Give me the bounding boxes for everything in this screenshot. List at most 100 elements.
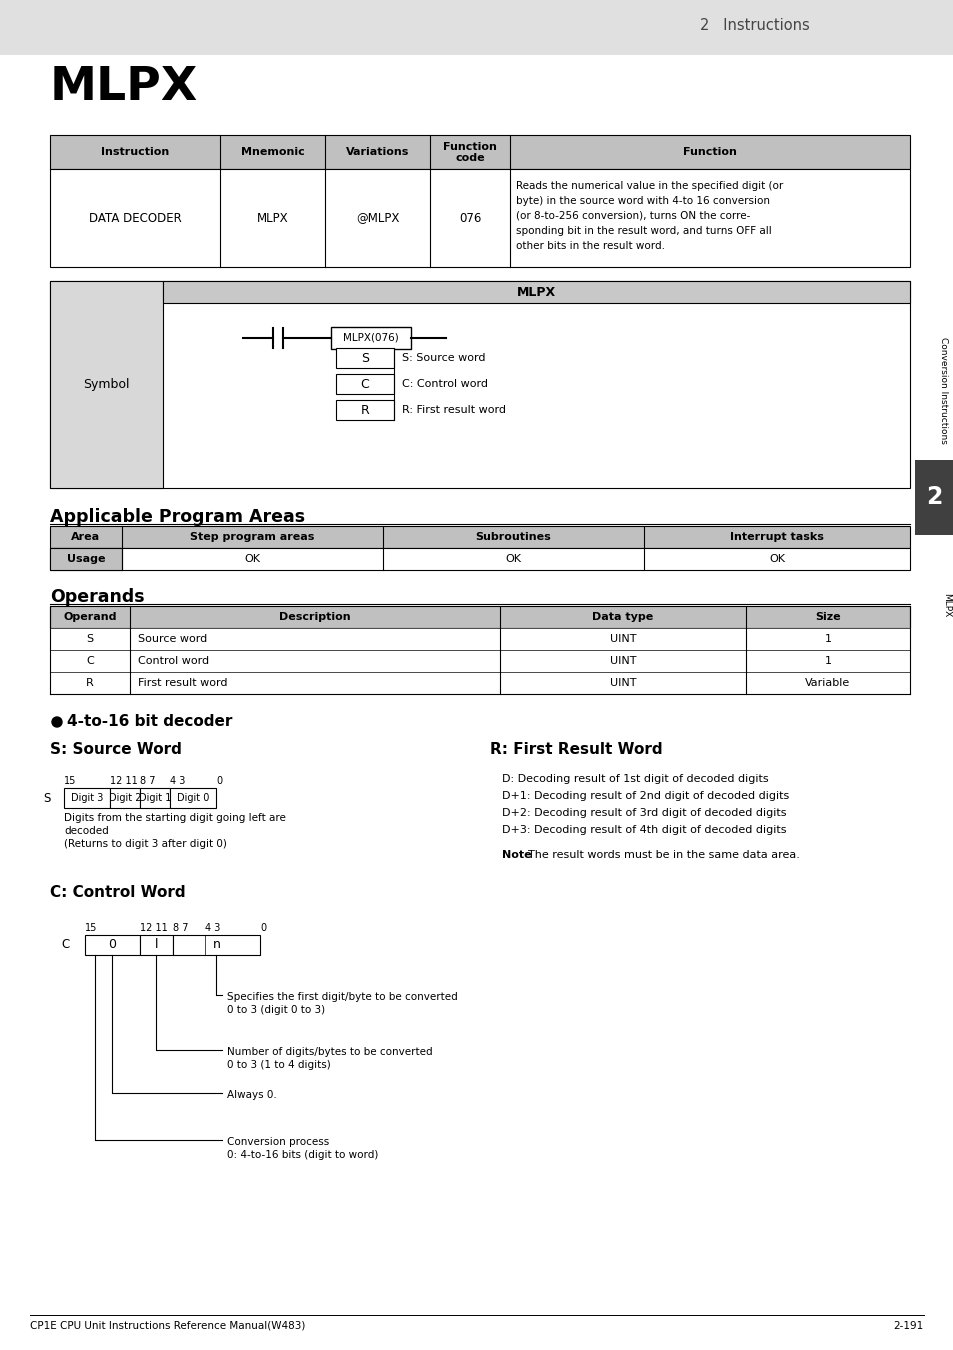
Text: Operand: Operand (63, 612, 116, 622)
Text: 2-191: 2-191 (893, 1322, 923, 1331)
Text: UINT: UINT (609, 634, 636, 644)
Bar (335, 348, 394, 369)
Bar (335, 400, 394, 420)
Bar (50, 606, 909, 628)
Text: S: S (87, 634, 93, 644)
Text: Data type: Data type (592, 612, 653, 622)
Text: 2: 2 (924, 485, 942, 509)
Text: R: R (360, 404, 369, 417)
Bar (140, 936, 172, 954)
Text: (Returns to digit 3 after digit 0): (Returns to digit 3 after digit 0) (64, 838, 227, 849)
Bar (50, 135, 909, 169)
Text: Specifies the first digit/byte to be converted: Specifies the first digit/byte to be con… (227, 992, 457, 1002)
Text: Description: Description (279, 612, 351, 622)
Text: Conversion Instructions: Conversion Instructions (939, 336, 947, 443)
Text: sponding bit in the result word, and turns OFF all: sponding bit in the result word, and tur… (516, 225, 771, 236)
Bar (335, 374, 394, 394)
Bar (914, 460, 953, 535)
Text: Digit 2: Digit 2 (109, 792, 141, 803)
Text: D+2: Decoding result of 3rd digit of decoded digits: D+2: Decoding result of 3rd digit of dec… (501, 809, 785, 818)
Text: decoded: decoded (64, 826, 109, 836)
Bar (170, 788, 215, 809)
Text: DATA DECODER: DATA DECODER (89, 212, 181, 224)
Text: l: l (154, 938, 158, 952)
Text: Step program areas: Step program areas (190, 532, 314, 541)
Text: MLPX: MLPX (517, 285, 556, 298)
Text: UINT: UINT (609, 656, 636, 666)
Text: R: First Result Word: R: First Result Word (490, 743, 662, 757)
Text: Digit 3: Digit 3 (71, 792, 103, 803)
Text: 076: 076 (458, 212, 480, 224)
Text: 8 7: 8 7 (140, 776, 155, 786)
Text: D+3: Decoding result of 4th digit of decoded digits: D+3: Decoding result of 4th digit of dec… (501, 825, 785, 836)
Bar (50, 281, 909, 487)
Text: C: C (62, 938, 70, 952)
Text: Number of digits/bytes to be converted: Number of digits/bytes to be converted (227, 1048, 432, 1057)
Bar (331, 327, 411, 350)
Text: The result words must be in the same data area.: The result words must be in the same dat… (527, 850, 799, 860)
Text: Usage: Usage (67, 554, 105, 564)
Text: other bits in the result word.: other bits in the result word. (516, 242, 664, 251)
Text: OK: OK (505, 554, 521, 564)
Text: 12 11: 12 11 (140, 923, 168, 933)
Text: C: Control word: C: Control word (401, 379, 488, 389)
Text: 15: 15 (64, 776, 76, 786)
Text: Symbol: Symbol (83, 378, 130, 392)
Text: Instruction: Instruction (101, 147, 169, 157)
Text: Digits from the starting digit going left are: Digits from the starting digit going lef… (64, 813, 286, 823)
Text: C: C (360, 378, 369, 390)
Text: R: R (86, 678, 93, 688)
Text: 0: 0 (109, 938, 116, 952)
Text: byte) in the source word with 4-to 16 conversion: byte) in the source word with 4-to 16 co… (516, 196, 769, 207)
Text: Variable: Variable (804, 678, 850, 688)
Bar (140, 788, 170, 809)
Text: Area: Area (71, 532, 100, 541)
Bar (50, 672, 909, 694)
Bar (50, 281, 163, 487)
Text: Variations: Variations (345, 147, 409, 157)
Text: Reads the numerical value in the specified digit (or: Reads the numerical value in the specifi… (516, 181, 782, 190)
Text: 8 7: 8 7 (172, 923, 189, 933)
Text: 1: 1 (823, 656, 831, 666)
Text: Digit 0: Digit 0 (176, 792, 209, 803)
Bar (50, 526, 909, 548)
Text: 4 3: 4 3 (205, 923, 220, 933)
Text: code: code (455, 153, 484, 163)
Text: OK: OK (244, 554, 260, 564)
Bar (50, 548, 122, 570)
Text: S: S (360, 351, 369, 364)
Bar (50, 628, 909, 649)
Text: @MLPX: @MLPX (355, 212, 398, 224)
Text: 4-to-16 bit decoder: 4-to-16 bit decoder (67, 714, 233, 729)
Bar (64, 788, 110, 809)
Text: Mnemonic: Mnemonic (240, 147, 304, 157)
Text: Note: Note (501, 850, 531, 860)
Bar (172, 936, 260, 954)
Text: 0 to 3 (1 to 4 digits): 0 to 3 (1 to 4 digits) (227, 1060, 331, 1071)
Text: S: S (44, 791, 51, 805)
Text: First result word: First result word (138, 678, 227, 688)
Text: Control word: Control word (138, 656, 209, 666)
Text: n: n (213, 938, 220, 952)
Bar (163, 281, 909, 302)
Text: S: Source Word: S: Source Word (50, 743, 182, 757)
Text: D+1: Decoding result of 2nd digit of decoded digits: D+1: Decoding result of 2nd digit of dec… (501, 791, 788, 801)
Text: Conversion process: Conversion process (227, 1137, 329, 1148)
Text: UINT: UINT (609, 678, 636, 688)
Text: 4 3: 4 3 (170, 776, 185, 786)
Text: 2   Instructions: 2 Instructions (700, 18, 809, 32)
Text: MLPX(076): MLPX(076) (343, 333, 398, 343)
Text: MLPX: MLPX (942, 593, 950, 617)
Text: CP1E CPU Unit Instructions Reference Manual(W483): CP1E CPU Unit Instructions Reference Man… (30, 1322, 305, 1331)
Circle shape (52, 717, 62, 728)
Text: D: Decoding result of 1st digit of decoded digits: D: Decoding result of 1st digit of decod… (501, 774, 768, 784)
Text: Subroutines: Subroutines (476, 532, 551, 541)
Text: C: Control Word: C: Control Word (50, 886, 186, 900)
Bar (110, 788, 140, 809)
Text: Operands: Operands (50, 589, 145, 606)
Text: MLPX: MLPX (50, 65, 198, 109)
Text: 15: 15 (85, 923, 97, 933)
Text: 0: 0 (260, 923, 266, 933)
Text: Source word: Source word (138, 634, 207, 644)
Text: Digit 1: Digit 1 (139, 792, 171, 803)
